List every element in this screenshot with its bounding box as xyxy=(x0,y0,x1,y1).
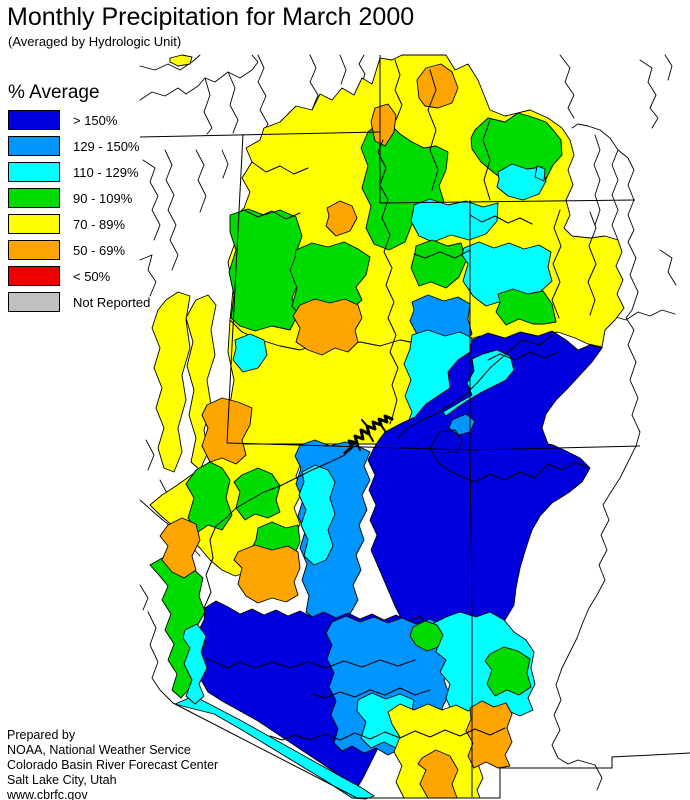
huc-region xyxy=(292,298,363,356)
footer-credits: Prepared by NOAA, National Weather Servic… xyxy=(7,728,218,800)
legend-color-swatch xyxy=(8,240,60,260)
huc-region xyxy=(151,291,191,473)
page-title: Monthly Precipitation for March 2000 xyxy=(7,3,415,31)
legend-color-swatch xyxy=(8,266,60,286)
footer-line: www.cbrfc.gov xyxy=(7,788,88,800)
footer-line: Salt Lake City, Utah xyxy=(7,773,117,787)
legend-item: < 50% xyxy=(8,263,150,289)
footer-line: Colorado Basin River Forecast Center xyxy=(7,758,219,772)
huc-region xyxy=(325,200,358,237)
legend-item-label: 50 - 69% xyxy=(73,242,126,258)
huc-region xyxy=(496,163,547,201)
legend-color-swatch xyxy=(8,136,60,156)
huc-region xyxy=(370,103,397,147)
legend-item: 129 - 150% xyxy=(8,133,150,159)
huc-region xyxy=(367,330,603,644)
huc-region xyxy=(534,165,546,182)
hydrologic-units-layer xyxy=(149,54,625,800)
legend-item-label: < 50% xyxy=(73,268,111,284)
huc-region xyxy=(233,467,281,521)
huc-region xyxy=(201,397,253,465)
legend-item-label: 90 - 109% xyxy=(73,190,133,206)
huc-region xyxy=(416,63,459,109)
huc-region xyxy=(495,288,557,326)
huc-region xyxy=(174,695,375,800)
legend-color-swatch xyxy=(8,188,60,208)
legend-item: 70 - 89% xyxy=(8,211,150,237)
outside-basin-boundary-lines xyxy=(139,54,677,791)
huc-region xyxy=(169,54,193,67)
huc-region xyxy=(182,623,208,705)
legend-item-label: 129 - 150% xyxy=(73,138,140,154)
legend-item: 50 - 69% xyxy=(8,237,150,263)
legend-item: > 150% xyxy=(8,107,150,133)
legend-item-label: Not Reported xyxy=(73,294,151,310)
legend-color-swatch xyxy=(8,214,60,234)
page-subtitle: (Averaged by Hydrologic Unit) xyxy=(8,34,182,49)
footer-line: NOAA, National Weather Service xyxy=(7,743,191,757)
legend-color-swatch xyxy=(8,110,60,130)
huc-region xyxy=(442,349,515,417)
huc-region xyxy=(185,461,233,533)
legend-item: 110 - 129% xyxy=(8,159,150,185)
state-borders-layer xyxy=(139,55,690,799)
footer-line: Prepared by xyxy=(7,728,76,742)
legend-item: 90 - 109% xyxy=(8,185,150,211)
legend-item-label: > 150% xyxy=(73,112,118,128)
legend-item-label: 110 - 129% xyxy=(73,164,139,180)
legend-item-label: 70 - 89% xyxy=(73,216,126,232)
huc-region xyxy=(233,544,301,604)
huc-region xyxy=(410,239,467,289)
legend-item: Not Reported xyxy=(8,289,150,315)
legend-title: % Average xyxy=(8,82,100,103)
huc-region xyxy=(484,646,532,697)
huc-region xyxy=(232,333,268,373)
huc-region xyxy=(298,464,336,566)
legend-color-swatch xyxy=(8,292,60,312)
legend-color-swatch xyxy=(8,162,60,182)
huc-region xyxy=(159,517,201,579)
legend: > 150% 129 - 150% 110 - 129% 90 - 109% 70 - … xyxy=(8,107,150,315)
huc-region xyxy=(429,611,536,719)
huc-region xyxy=(409,620,444,652)
huc-region xyxy=(410,198,499,243)
huc-region xyxy=(228,208,303,332)
